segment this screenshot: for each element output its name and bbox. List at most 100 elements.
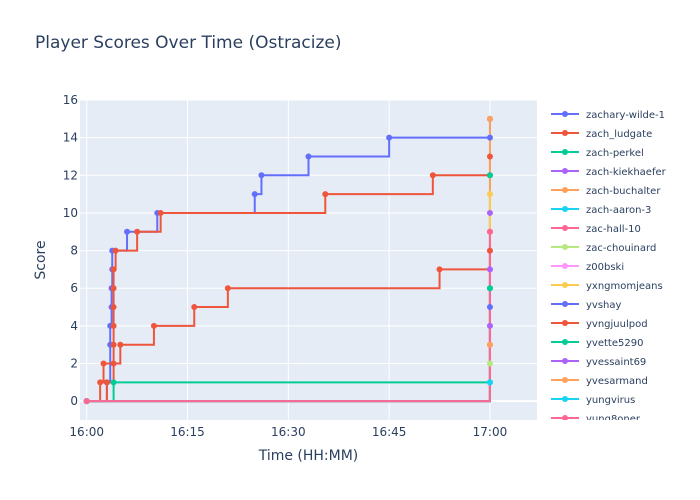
legend-item[interactable]: yung8oner: [551, 414, 641, 425]
data-point: [486, 172, 493, 179]
x-axis-title: Time (HH:MM): [258, 448, 359, 464]
data-point: [486, 209, 493, 216]
data-point: [134, 228, 141, 235]
legend-marker: [562, 339, 568, 345]
data-point: [83, 398, 90, 405]
legend-item[interactable]: yvette5290: [551, 338, 643, 349]
legend-label: yvette5290: [586, 338, 643, 349]
y-tick-label: 12: [63, 168, 78, 182]
legend-item[interactable]: zach-aaron-3: [551, 205, 651, 216]
legend-marker: [562, 149, 568, 155]
legend-item[interactable]: zach_ludgate: [551, 129, 652, 140]
legend-item[interactable]: zach-buchalter: [551, 186, 661, 197]
data-point: [251, 191, 258, 198]
legend-item[interactable]: yvessaint69: [551, 357, 646, 368]
data-point: [486, 228, 493, 235]
legend-item[interactable]: zac-chouinard: [551, 243, 656, 254]
legend-item[interactable]: zach-kiekhaefer: [551, 167, 667, 178]
legend-marker: [562, 415, 568, 420]
legend-item[interactable]: yvshay: [551, 300, 622, 311]
data-point: [110, 285, 117, 292]
legend-label: yxngmomjeans: [586, 281, 663, 292]
legend-label: zachary-wilde-1: [586, 110, 665, 121]
legend-label: zach_ludgate: [586, 129, 652, 140]
legend-label: zach-kiekhaefer: [586, 167, 667, 178]
legend-marker: [562, 187, 568, 193]
x-tick-label: 16:30: [271, 425, 306, 439]
data-point: [110, 322, 117, 329]
data-point: [103, 379, 110, 386]
legend-marker: [562, 244, 568, 250]
legend-marker: [562, 130, 568, 136]
y-tick-label: 6: [70, 281, 78, 295]
data-point: [191, 304, 198, 311]
data-point: [110, 304, 117, 311]
legend-marker: [562, 225, 568, 231]
data-point: [386, 134, 393, 141]
data-point: [110, 266, 117, 273]
legend-item[interactable]: yxngmomjeans: [551, 281, 663, 292]
legend-marker: [562, 111, 568, 117]
data-point: [110, 341, 117, 348]
data-point: [224, 285, 231, 292]
legend-label: yvshay: [586, 300, 622, 311]
legend-marker: [562, 301, 568, 307]
y-tick-label: 10: [63, 206, 78, 220]
data-point: [486, 115, 493, 122]
chart-title: Player Scores Over Time (Ostracize): [35, 33, 342, 53]
y-tick-label: 4: [70, 319, 78, 333]
legend-item[interactable]: zac-hall-10: [551, 224, 641, 235]
y-tick-label: 0: [70, 394, 78, 408]
y-axis-title: Score: [33, 240, 49, 279]
legend-item[interactable]: yungvirus: [551, 395, 635, 406]
legend-marker: [562, 377, 568, 383]
legend-item[interactable]: yvesarmand: [551, 376, 648, 387]
data-point: [486, 360, 493, 367]
data-point: [112, 247, 119, 254]
legend-label: yung8oner: [586, 414, 641, 425]
data-point: [436, 266, 443, 273]
legend-marker: [562, 320, 568, 326]
data-point: [110, 360, 117, 367]
legend-marker: [562, 396, 568, 402]
legend-label: z00bski: [586, 262, 624, 273]
legend-item[interactable]: zach-perkel: [551, 148, 644, 159]
legend-label: yvngjuulpod: [586, 319, 648, 330]
data-point: [486, 191, 493, 198]
x-tick-label: 16:45: [372, 425, 407, 439]
legend-item[interactable]: zachary-wilde-1: [551, 110, 665, 121]
legend[interactable]: zachary-wilde-1 zach_ludgate zach-perkel za…: [551, 110, 667, 425]
data-point: [117, 341, 124, 348]
legend-marker: [562, 206, 568, 212]
data-point: [486, 341, 493, 348]
data-point: [110, 379, 117, 386]
legend-label: zach-aaron-3: [586, 205, 651, 216]
data-point: [486, 247, 493, 254]
plot-area: [80, 100, 537, 420]
legend-marker: [562, 282, 568, 288]
y-tick-label: 8: [70, 244, 78, 258]
data-point: [305, 153, 312, 160]
legend-label: yungvirus: [586, 395, 635, 406]
legend-item[interactable]: z00bski: [551, 262, 624, 273]
data-point: [486, 322, 493, 329]
data-point: [486, 153, 493, 160]
data-point: [429, 172, 436, 179]
data-point: [486, 304, 493, 311]
y-tick-labels: 0 2 4 6 8 10 12 14 16: [63, 93, 78, 408]
legend-label: zach-perkel: [586, 148, 644, 159]
data-point: [100, 360, 107, 367]
data-point: [322, 191, 329, 198]
legend-label: zach-buchalter: [586, 186, 661, 197]
x-tick-label: 16:00: [69, 425, 104, 439]
data-point: [486, 134, 493, 141]
y-tick-label: 14: [63, 131, 78, 145]
x-tick-label: 17:00: [473, 425, 508, 439]
data-point: [97, 379, 104, 386]
legend-item[interactable]: yvngjuulpod: [551, 319, 648, 330]
series-points: [83, 115, 493, 405]
data-point: [157, 209, 164, 216]
data-point: [486, 285, 493, 292]
data-point: [258, 172, 265, 179]
